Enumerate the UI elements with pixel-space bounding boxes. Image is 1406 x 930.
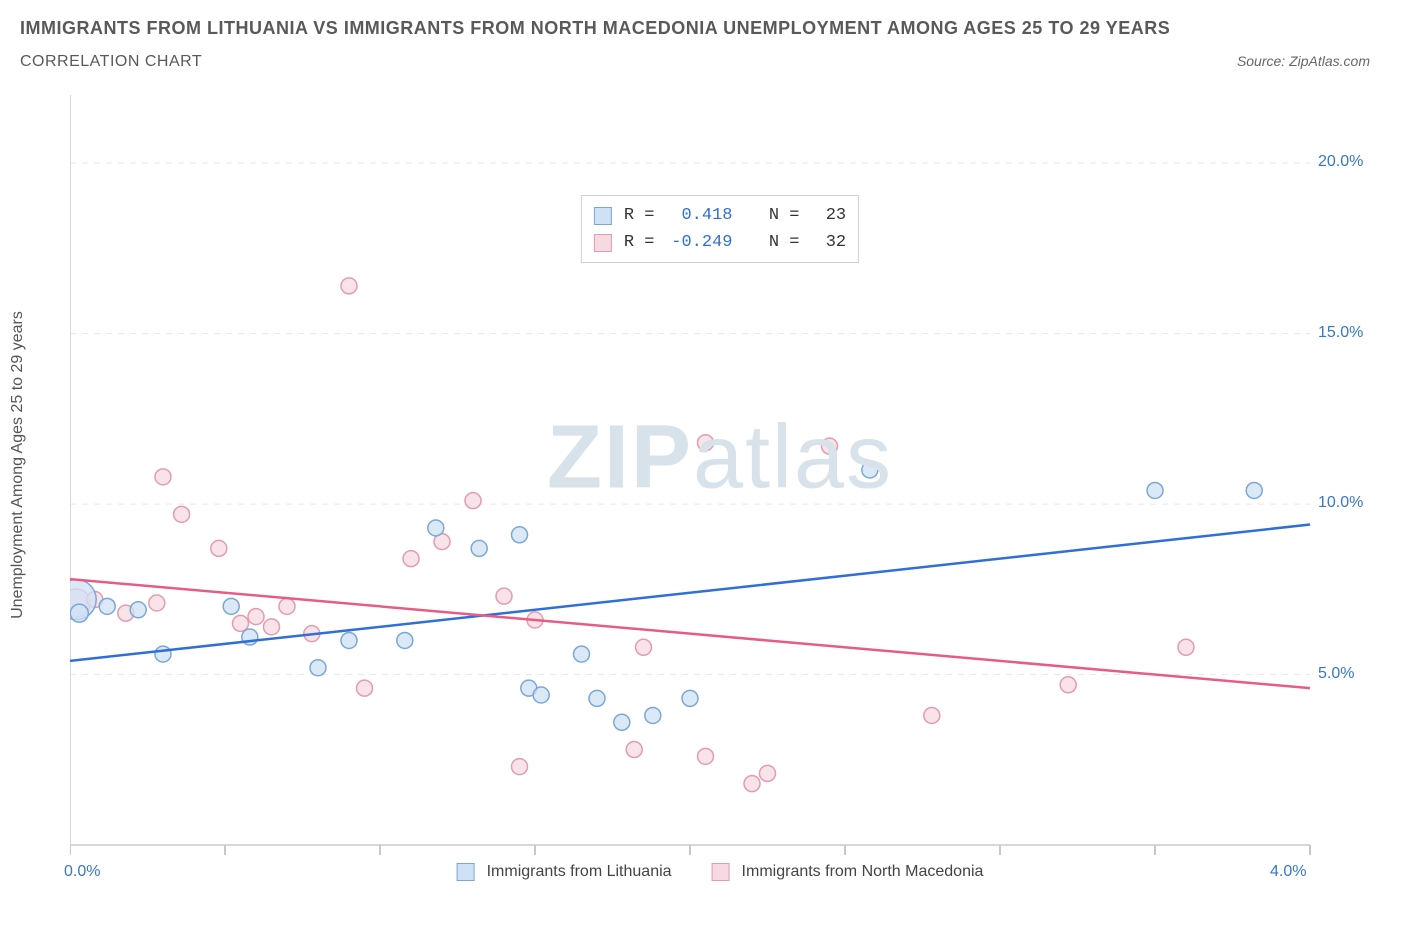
r-value: 0.418 [662, 202, 732, 229]
stats-legend-box: R = 0.418 N = 23 R = -0.249 N = 32 [581, 195, 859, 263]
y-tick-label: 20.0% [1318, 153, 1363, 171]
y-tick-label: 10.0% [1318, 494, 1363, 512]
r-label: R = [624, 229, 655, 256]
y-tick-label: 5.0% [1318, 665, 1354, 683]
series-swatch [457, 863, 475, 881]
subtitle-row: CORRELATION CHART Source: ZipAtlas.com [20, 53, 1386, 71]
r-label: R = [624, 202, 655, 229]
series-swatch [594, 207, 612, 225]
n-value: 32 [826, 229, 846, 256]
legend-item: Immigrants from Lithuania [457, 863, 672, 881]
n-label: N = [769, 229, 800, 256]
legend-label: Immigrants from North Macedonia [742, 863, 984, 881]
source-label: Source: ZipAtlas.com [1237, 53, 1370, 69]
bottom-legend: Immigrants from Lithuania Immigrants from… [457, 863, 984, 881]
y-axis-label: Unemployment Among Ages 25 to 29 years [9, 311, 27, 619]
legend-item: Immigrants from North Macedonia [712, 863, 984, 881]
stats-row: R = -0.249 N = 32 [594, 229, 846, 256]
n-value: 23 [826, 202, 846, 229]
series-swatch [594, 234, 612, 252]
chart-subtitle: CORRELATION CHART [20, 53, 202, 71]
chart-area: ZIPatlas R =0.418 N = 23R =-0.249 N = 32… [70, 95, 1370, 885]
r-value: -0.249 [662, 229, 732, 256]
stats-row: R = 0.418 N = 23 [594, 202, 846, 229]
x-tick-label: 4.0% [1270, 863, 1306, 881]
chart-title: IMMIGRANTS FROM LITHUANIA VS IMMIGRANTS … [20, 18, 1386, 39]
n-label: N = [769, 202, 800, 229]
x-tick-label: 0.0% [64, 863, 100, 881]
legend-label: Immigrants from Lithuania [487, 863, 672, 881]
chart-header: IMMIGRANTS FROM LITHUANIA VS IMMIGRANTS … [0, 0, 1406, 71]
series-swatch [712, 863, 730, 881]
y-tick-label: 15.0% [1318, 324, 1363, 342]
